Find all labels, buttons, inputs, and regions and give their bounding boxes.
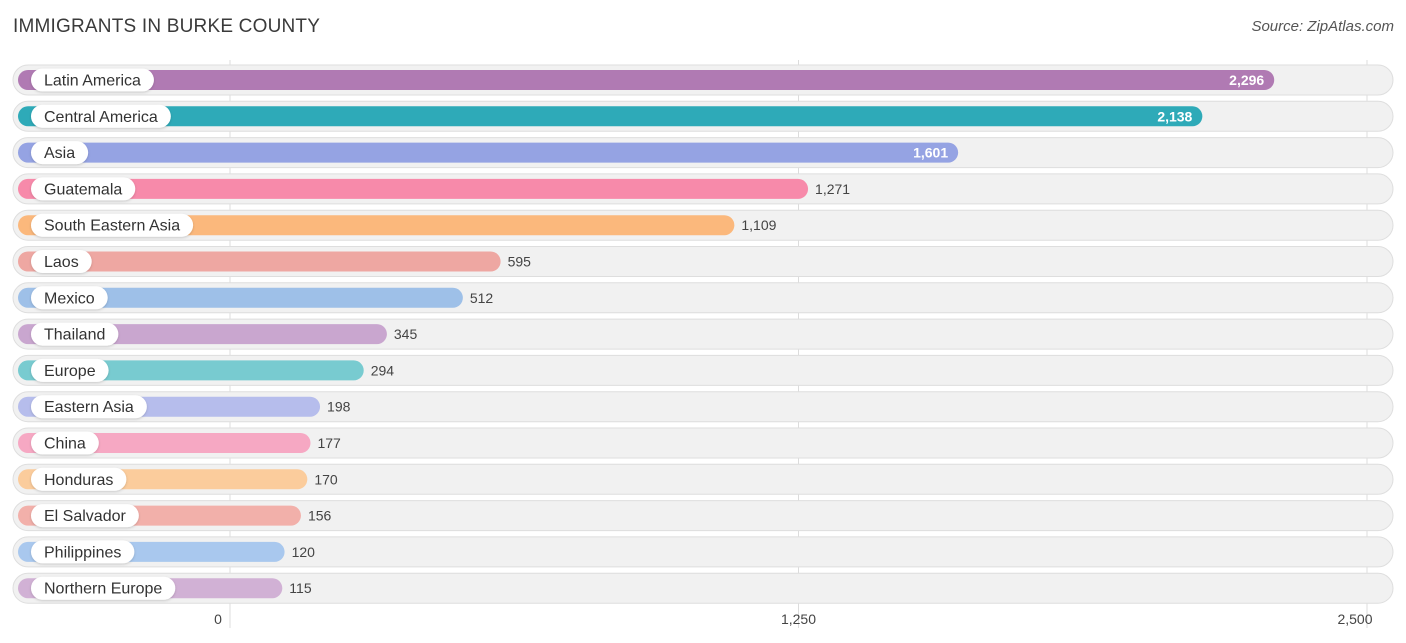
value-label: 115 xyxy=(289,580,312,596)
value-label: 294 xyxy=(371,362,395,378)
bar-label-pill xyxy=(31,177,136,201)
bar-label-pill xyxy=(31,213,194,237)
value-label: 1,271 xyxy=(815,181,850,197)
value-label: 156 xyxy=(308,508,332,524)
value-label: 177 xyxy=(317,435,341,451)
bar-label: Central America xyxy=(44,109,158,126)
bars: Latin America 2,296 Central America 2,138 As… xyxy=(12,64,1394,604)
bar-label: Honduras xyxy=(44,472,113,489)
bar-label: Mexico xyxy=(44,290,95,307)
bar-label: Latin America xyxy=(44,73,141,90)
bar-label-pill xyxy=(31,467,127,491)
value-label: 345 xyxy=(394,326,418,342)
bar-row: Central America 2,138 xyxy=(18,104,1203,128)
bar-label-pill xyxy=(31,395,147,419)
bar-label: El Salvador xyxy=(44,508,126,525)
bar-row: Philippines 120 xyxy=(18,540,316,564)
bar-row: Guatemala 1,271 xyxy=(18,177,850,201)
x-tick-label: 1,250 xyxy=(781,611,816,627)
source-label: Source: ZipAtlas.com xyxy=(1251,18,1394,35)
bar-row: Latin America 2,296 xyxy=(18,68,1275,92)
bar-label-pill xyxy=(31,286,108,310)
x-tick-label: 0 xyxy=(214,611,222,627)
bar-label: Northern Europe xyxy=(44,581,162,598)
bar-label-pill xyxy=(31,104,171,128)
bar-label-pill xyxy=(31,431,99,455)
bar xyxy=(18,251,501,272)
bar xyxy=(18,106,1203,127)
value-label: 512 xyxy=(470,290,494,306)
value-label: 595 xyxy=(508,254,532,270)
bar-label: Asia xyxy=(44,145,75,162)
bar xyxy=(18,70,1275,90)
bar-row: Eastern Asia 198 xyxy=(18,395,351,419)
value-label: 120 xyxy=(292,544,316,560)
bar-row: Thailand 345 xyxy=(18,322,418,346)
bar-label-pill xyxy=(31,68,154,92)
bar-row: Honduras 170 xyxy=(18,467,338,491)
value-label: 2,296 xyxy=(1229,72,1264,88)
bar-row: South Eastern Asia 1,109 xyxy=(18,213,777,237)
value-label: 1,109 xyxy=(741,217,776,233)
value-label: 1,601 xyxy=(913,145,948,161)
bar-row: Mexico 512 xyxy=(18,286,494,310)
bar-label-pill xyxy=(31,540,135,564)
bar-label: Eastern Asia xyxy=(44,399,134,416)
x-tick-label: 2,500 xyxy=(1337,611,1372,627)
value-label: 170 xyxy=(314,471,338,487)
bar-row: Asia 1,601 xyxy=(18,141,959,165)
bar-label-pill xyxy=(31,322,119,346)
bar-label: China xyxy=(44,436,86,453)
bar-label-pill xyxy=(31,358,109,382)
bar-label: South Eastern Asia xyxy=(44,218,180,235)
bar-track xyxy=(12,427,1394,459)
bar-label-pill xyxy=(31,576,176,600)
bar-label-pill xyxy=(31,504,139,528)
bar-label-pill xyxy=(31,141,89,165)
bar-row: El Salvador 156 xyxy=(18,504,332,528)
value-label: 2,138 xyxy=(1157,108,1192,124)
bar-label: Guatemala xyxy=(44,181,122,198)
bar-label: Europe xyxy=(44,363,96,380)
bar-row: Northern Europe 115 xyxy=(18,576,312,600)
bar-track xyxy=(12,536,1394,568)
value-label: 198 xyxy=(327,399,351,415)
bar-label: Thailand xyxy=(44,327,105,344)
bar xyxy=(18,142,959,163)
bar xyxy=(18,287,463,308)
bar-track xyxy=(12,572,1394,604)
bar-label-pill xyxy=(31,250,92,273)
bar xyxy=(18,178,809,199)
bar-row: Europe 294 xyxy=(18,358,395,382)
bar-row: China 177 xyxy=(18,431,341,455)
bar-row: Laos 595 xyxy=(18,250,531,273)
bar-track xyxy=(12,391,1394,423)
bar-track xyxy=(12,500,1394,532)
bar-label: Philippines xyxy=(44,544,121,561)
bar-track xyxy=(12,463,1394,495)
chart-title: IMMIGRANTS IN BURKE COUNTY xyxy=(13,16,321,37)
bar xyxy=(18,215,735,236)
x-axis-ticks: 0 1,250 2,500 xyxy=(214,611,1373,627)
bar-label: Laos xyxy=(44,254,79,271)
